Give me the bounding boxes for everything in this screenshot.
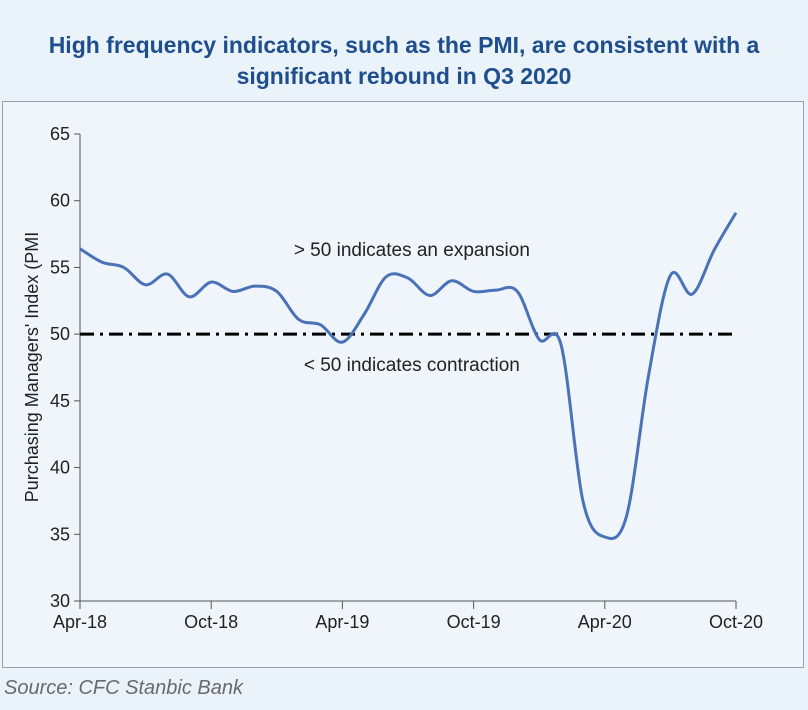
x-tick-label: Oct-20 (709, 612, 763, 632)
y-tick-label: 30 (50, 591, 70, 611)
x-tick-label: Oct-18 (184, 612, 238, 632)
title-line-2: significant rebound in Q3 2020 (236, 63, 572, 89)
chart-title: High frequency indicators, such as the P… (0, 30, 808, 92)
y-tick-label: 45 (50, 391, 70, 411)
x-tick-label: Apr-19 (315, 612, 369, 632)
pmi-series-line (79, 211, 738, 540)
y-tick-label: 60 (50, 191, 70, 211)
x-tick-label: Apr-18 (53, 612, 107, 632)
y-tick-label: 65 (50, 124, 70, 144)
annotations: > 50 indicates an expansion < 50 indicate… (294, 240, 530, 376)
y-tick-label: 35 (50, 524, 70, 544)
x-tick-label: Oct-19 (447, 612, 501, 632)
y-tick-label: 55 (50, 257, 70, 277)
contraction-annotation: < 50 indicates contraction (304, 355, 520, 376)
title-line-1: High frequency indicators, such as the P… (48, 32, 760, 58)
x-tick-label: Apr-20 (578, 612, 632, 632)
expansion-annotation: > 50 indicates an expansion (294, 240, 530, 261)
y-axis-label: Purchasing Managers' Index (PMI (22, 232, 42, 503)
y-tick-label: 40 (50, 458, 70, 478)
source-note: Source: CFC Stanbic Bank (4, 677, 243, 699)
axes: 30 35 40 45 50 55 60 65 Apr-18 Oct-18 Apr-19 Oct-19… (50, 124, 763, 632)
y-tick-label: 50 (50, 324, 70, 344)
chart-frame (2, 101, 804, 668)
series-group (79, 211, 738, 540)
